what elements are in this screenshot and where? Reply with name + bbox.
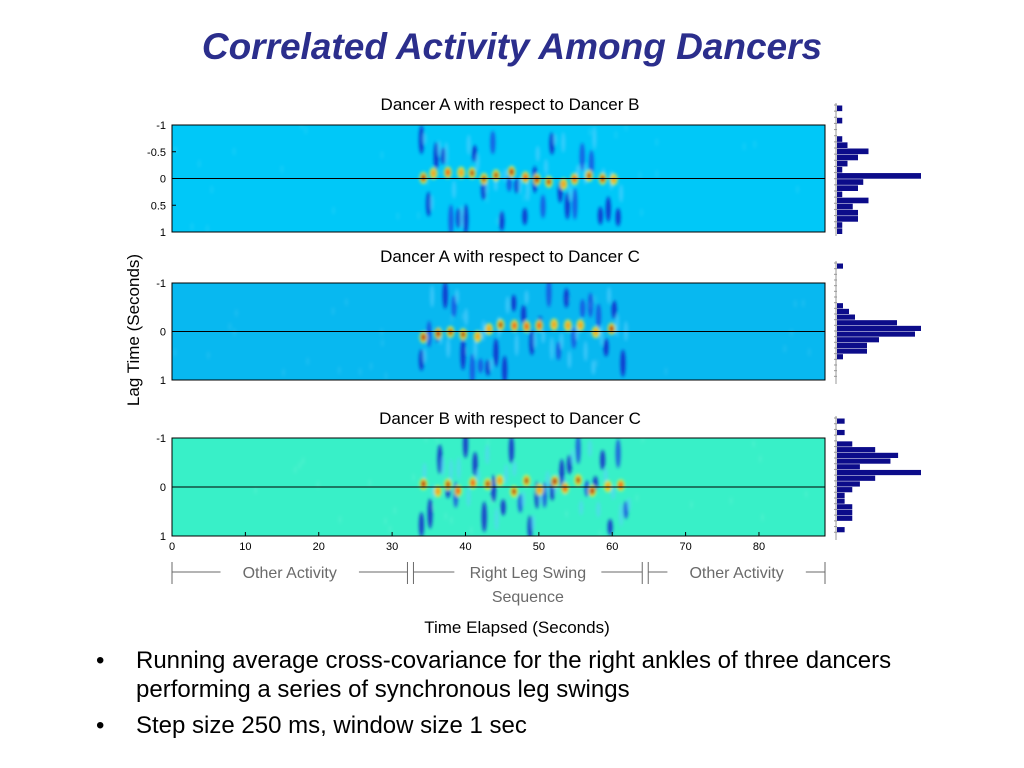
cross-covariance-figure: Dancer A with respect to Dancer B -1 -0.5 0… xyxy=(124,95,921,637)
panel-title: Dancer A with respect to Dancer B xyxy=(381,95,640,114)
x-tick-label: 70 xyxy=(679,541,691,553)
histogram-bar xyxy=(837,527,845,533)
x-tick-label: 10 xyxy=(239,541,251,553)
histogram-bar xyxy=(837,303,843,309)
x-tick-label: 0 xyxy=(169,541,175,553)
histogram-bar xyxy=(837,228,843,234)
y-tick-label: 0 xyxy=(160,482,166,494)
y-tick-label: 1 xyxy=(160,227,166,239)
y-tick-label: -1 xyxy=(156,278,166,290)
y-tick-label: -0.5 xyxy=(147,147,166,159)
bullet-text: Step size 250 ms, window size 1 sec xyxy=(136,712,527,739)
segment-label: Other Activity xyxy=(243,565,337,582)
bullet-item: • Step size 250 ms, window size 1 sec xyxy=(96,711,996,740)
histogram-bar xyxy=(837,142,848,148)
histogram-bar xyxy=(837,429,845,436)
histogram-bar xyxy=(837,117,843,124)
y-axis-label: Lag Time (Seconds) xyxy=(124,254,143,406)
histogram-bar xyxy=(837,498,845,504)
histogram-bar xyxy=(837,418,845,424)
y-tick-label: 0 xyxy=(160,174,166,186)
slide-title: Correlated Activity Among Dancers xyxy=(201,26,823,67)
histogram-bar xyxy=(837,160,848,167)
y-tick-label: 1 xyxy=(160,531,166,543)
segment-label: Right Leg Swing xyxy=(470,565,587,582)
histogram-bar xyxy=(837,469,921,476)
histogram-bar xyxy=(837,105,843,112)
histogram-bar xyxy=(837,492,845,498)
segment-annotation: Other Activity xyxy=(647,562,826,584)
histogram-bar xyxy=(837,197,869,204)
x-tick-label: 80 xyxy=(753,541,765,553)
panel-title: Dancer A with respect to Dancer C xyxy=(380,247,640,266)
histogram-bar xyxy=(837,487,853,493)
histogram-bar xyxy=(837,320,897,326)
histogram-bar xyxy=(837,185,858,191)
histogram-bar xyxy=(837,154,858,161)
bullet-mark: • xyxy=(96,712,105,739)
histogram-bar xyxy=(837,337,879,343)
histogram-bar xyxy=(837,515,853,521)
histogram-bar xyxy=(837,308,849,314)
histogram-bar xyxy=(837,173,921,179)
x-tick-label: 50 xyxy=(533,541,545,553)
histogram-bar xyxy=(837,222,843,228)
histogram-bar xyxy=(837,203,853,210)
histogram-bar xyxy=(837,481,860,487)
segment-label: Other Activity xyxy=(689,565,783,582)
histogram-bar xyxy=(837,452,899,458)
histogram-bar xyxy=(837,325,921,331)
y-tick-label: 0 xyxy=(160,327,166,339)
y-tick-label: 1 xyxy=(160,375,166,387)
y-tick-label: 0.5 xyxy=(151,200,166,212)
heatmap-panel: Dancer A with respect to Dancer C -1 0 1 xyxy=(156,247,921,387)
histogram-bar xyxy=(837,263,843,269)
y-tick-label: -1 xyxy=(156,433,166,445)
y-tick-label: -1 xyxy=(156,120,166,132)
bullet-text: Running average cross-covariance for the… xyxy=(136,647,892,703)
heatmap-activity xyxy=(173,283,811,380)
heatmap-panel: Dancer B with respect to Dancer C -1 0 1 xyxy=(156,409,921,543)
panel-title: Dancer B with respect to Dancer C xyxy=(379,409,641,428)
histogram-bar xyxy=(837,354,843,360)
histogram-bar xyxy=(837,447,876,453)
histogram-bar xyxy=(837,166,843,173)
histogram-bar xyxy=(837,348,867,354)
segment-label: Sequence xyxy=(492,589,564,606)
x-axis-label: Time Elapsed (Seconds) xyxy=(424,618,610,637)
x-tick-label: 60 xyxy=(606,541,618,553)
heatmap-panel: Dancer A with respect to Dancer B -1 -0.5 0… xyxy=(147,95,921,239)
histogram-bar xyxy=(837,191,843,198)
heatmap-activity xyxy=(254,438,808,536)
histogram-bar xyxy=(837,148,869,155)
histogram-bar xyxy=(837,136,843,142)
histogram-bar xyxy=(837,209,858,216)
bullet-item: • Running average cross-covariance for t… xyxy=(96,646,996,704)
bullet-list: • Running average cross-covariance for t… xyxy=(96,646,996,747)
x-tick-label: 20 xyxy=(313,541,325,553)
segment-annotation: Other Activity xyxy=(171,562,408,584)
lag-histogram xyxy=(834,103,921,236)
lag-histogram xyxy=(834,416,921,540)
x-tick-label: 30 xyxy=(386,541,398,553)
histogram-bar xyxy=(837,216,858,222)
histogram-bar xyxy=(837,509,853,516)
histogram-bar xyxy=(837,331,915,337)
heatmap-activity xyxy=(173,125,800,232)
histogram-bar xyxy=(837,504,853,510)
histogram-bar xyxy=(837,464,860,470)
histogram-bar xyxy=(837,179,864,185)
histogram-bar xyxy=(837,342,867,348)
segment-annotation: Right Leg Swing Sequence xyxy=(412,562,643,606)
lag-histogram xyxy=(834,261,921,384)
histogram-bar xyxy=(837,475,876,481)
histogram-bar xyxy=(837,441,853,447)
bullet-mark: • xyxy=(96,647,105,674)
histogram-bar xyxy=(837,314,855,320)
histogram-bar xyxy=(837,458,891,464)
x-tick-label: 40 xyxy=(459,541,471,553)
